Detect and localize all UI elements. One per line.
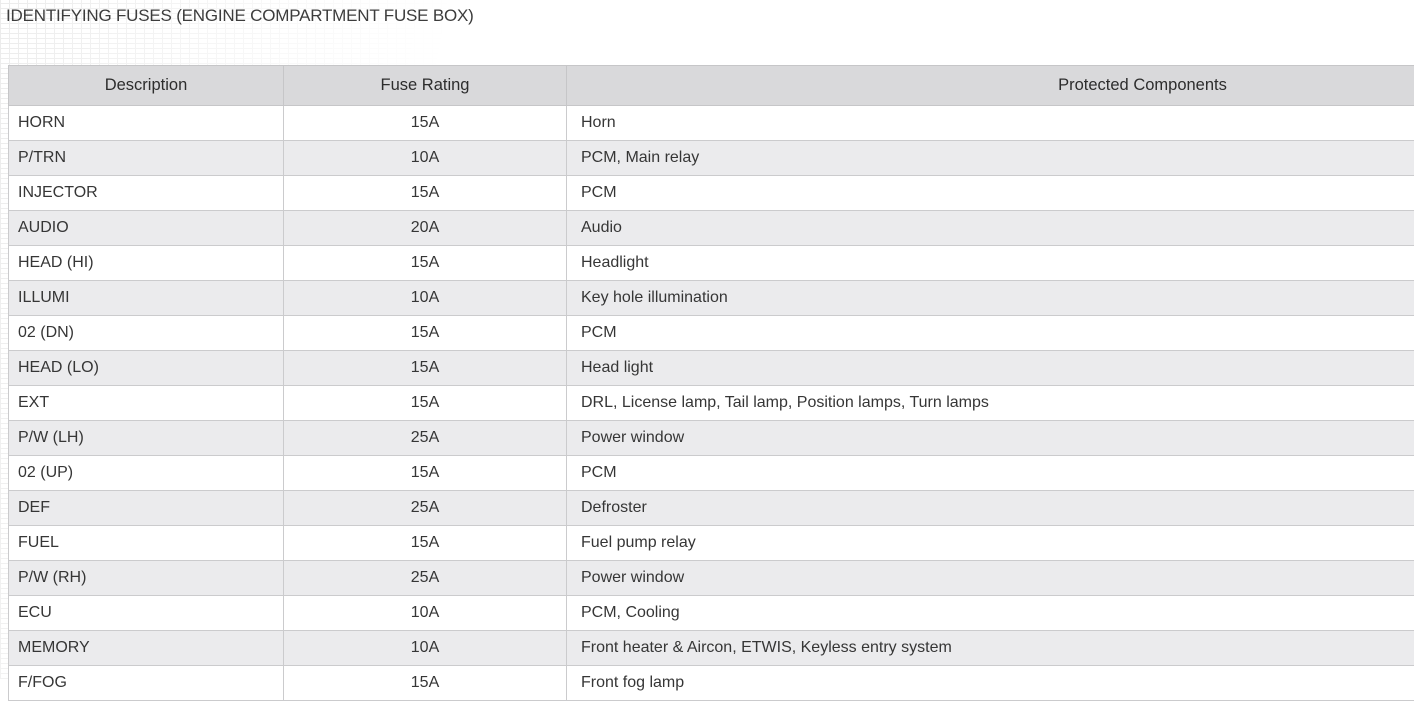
fuse-description-cell: HEAD (HI) xyxy=(9,246,284,281)
page-title: IDENTIFYING FUSES (ENGINE COMPARTMENT FU… xyxy=(6,6,474,26)
fuse-rating-cell: 15A xyxy=(284,526,567,561)
fuse-description-cell: HORN xyxy=(9,106,284,141)
column-header-description: Description xyxy=(9,66,284,106)
fuse-rating-cell: 15A xyxy=(284,316,567,351)
protected-components-cell: PCM, Cooling xyxy=(567,596,1414,631)
fuse-rating-cell: 10A xyxy=(284,631,567,666)
fuse-description-cell: P/W (RH) xyxy=(9,561,284,596)
fuse-rating-cell: 25A xyxy=(284,491,567,526)
protected-components-cell: PCM, Main relay xyxy=(567,141,1414,176)
protected-components-cell: Headlight xyxy=(567,246,1414,281)
protected-components-cell: Fuel pump relay xyxy=(567,526,1414,561)
protected-components-cell: Horn xyxy=(567,106,1414,141)
fuse-rating-cell: 10A xyxy=(284,281,567,316)
fuse-rating-cell: 25A xyxy=(284,421,567,456)
fuse-rating-cell: 25A xyxy=(284,561,567,596)
protected-components-cell: PCM xyxy=(567,176,1414,211)
protected-components-cell: Audio xyxy=(567,211,1414,246)
fuse-rating-cell: 10A xyxy=(284,596,567,631)
column-header-fuse-rating: Fuse Rating xyxy=(284,66,567,106)
fuse-description-cell: EXT xyxy=(9,386,284,421)
fuse-description-cell: DEF xyxy=(9,491,284,526)
protected-components-cell: DRL, License lamp, Tail lamp, Position l… xyxy=(567,386,1414,421)
fuse-table: Description Fuse Rating Protected Compon… xyxy=(8,65,1414,701)
fuse-rating-cell: 15A xyxy=(284,246,567,281)
fuse-description-cell: MEMORY xyxy=(9,631,284,666)
fuse-description-cell: 02 (DN) xyxy=(9,316,284,351)
fuse-rating-cell: 15A xyxy=(284,456,567,491)
fuse-description-cell: P/W (LH) xyxy=(9,421,284,456)
fuse-description-cell: ILLUMI xyxy=(9,281,284,316)
fuse-description-cell: P/TRN xyxy=(9,141,284,176)
protected-components-cell: PCM xyxy=(567,456,1414,491)
fuse-rating-cell: 15A xyxy=(284,176,567,211)
fuse-description-cell: FUEL xyxy=(9,526,284,561)
fuse-description-cell: 02 (UP) xyxy=(9,456,284,491)
protected-components-cell: PCM xyxy=(567,316,1414,351)
fuse-description-cell: ECU xyxy=(9,596,284,631)
protected-components-cell: Power window xyxy=(567,421,1414,456)
protected-components-cell: Head light xyxy=(567,351,1414,386)
fuse-rating-cell: 15A xyxy=(284,666,567,701)
fuse-description-cell: INJECTOR xyxy=(9,176,284,211)
fuse-rating-cell: 10A xyxy=(284,141,567,176)
fuse-description-cell: F/FOG xyxy=(9,666,284,701)
protected-components-cell: Front heater & Aircon, ETWIS, Keyless en… xyxy=(567,631,1414,666)
fuse-rating-cell: 20A xyxy=(284,211,567,246)
fuse-rating-cell: 15A xyxy=(284,351,567,386)
protected-components-cell: Front fog lamp xyxy=(567,666,1414,701)
fuse-rating-cell: 15A xyxy=(284,386,567,421)
fuse-description-cell: HEAD (LO) xyxy=(9,351,284,386)
protected-components-cell: Defroster xyxy=(567,491,1414,526)
fuse-rating-cell: 15A xyxy=(284,106,567,141)
fuse-description-cell: AUDIO xyxy=(9,211,284,246)
column-header-protected-components: Protected Components xyxy=(567,66,1414,106)
table-header-row: Description Fuse Rating Protected Compon… xyxy=(9,66,1414,106)
protected-components-cell: Key hole illumination xyxy=(567,281,1414,316)
protected-components-cell: Power window xyxy=(567,561,1414,596)
